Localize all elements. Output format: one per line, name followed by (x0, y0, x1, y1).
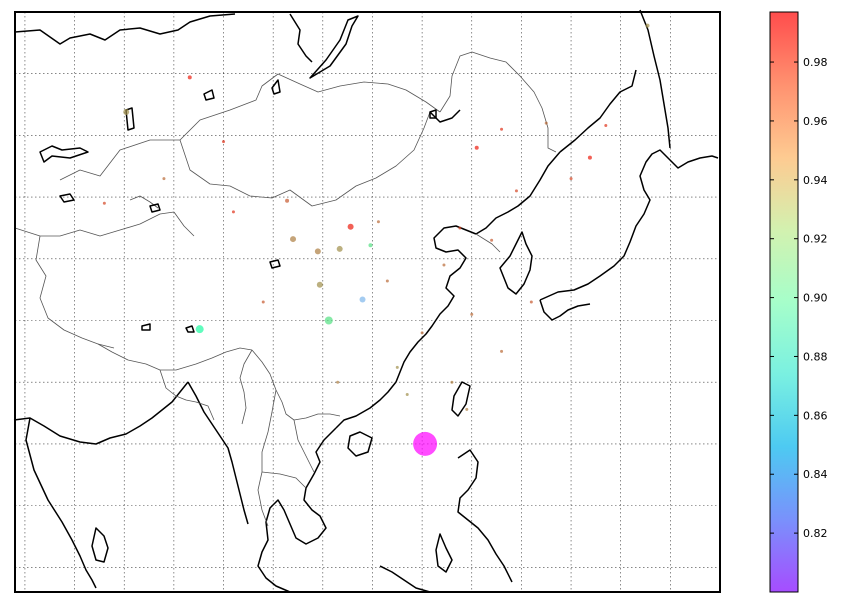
data-point (336, 245, 343, 252)
data-point (195, 325, 204, 334)
data-point (645, 23, 650, 28)
colorbar-tick-label: 0.92 (803, 233, 828, 246)
colorbar-frame (769, 11, 799, 593)
colorbar-tick-label: 0.94 (803, 174, 828, 187)
colorbar-tick-label: 0.82 (803, 527, 828, 540)
colorbar-tick-label: 0.84 (803, 468, 828, 481)
colorbar-gradient (770, 12, 798, 592)
data-point (123, 108, 130, 115)
data-point (395, 365, 399, 369)
colorbar-tick-label: 0.90 (803, 292, 828, 305)
colorbar-tick-label: 0.96 (803, 115, 828, 128)
data-point (231, 210, 235, 214)
data-point (544, 121, 548, 125)
data-point (376, 220, 380, 224)
data-point (187, 75, 192, 80)
data-point (368, 243, 373, 248)
data-point (442, 263, 446, 267)
data-point (420, 331, 424, 335)
data-point (314, 248, 321, 255)
colorbar-tick-label: 0.86 (803, 409, 828, 422)
data-point (458, 226, 462, 230)
data-point (359, 296, 366, 303)
data-point (290, 236, 297, 243)
data-point (347, 223, 354, 230)
lakes (39, 79, 437, 333)
data-point (413, 431, 438, 456)
data-point (316, 281, 323, 288)
data-point (336, 380, 340, 384)
data-point (500, 127, 504, 131)
graticule (15, 12, 720, 592)
data-point (514, 189, 518, 193)
data-point (261, 300, 265, 304)
data-point (450, 380, 454, 384)
map-area (13, 9, 721, 593)
data-point (162, 177, 166, 181)
data-point (222, 140, 226, 144)
data-points (102, 23, 650, 456)
data-point (285, 198, 290, 203)
country-borders (14, 51, 557, 527)
colorbar-tick-label: 0.98 (803, 56, 828, 69)
data-point (569, 177, 573, 181)
colorbar-ticks: 0.82 0.84 0.86 0.88 0.90 0.92 0.94 0.96 0.98 (770, 56, 828, 540)
data-point (604, 124, 608, 128)
data-point (474, 145, 479, 150)
colorbar-tick-label: 0.88 (803, 350, 828, 363)
data-point (587, 155, 592, 160)
map-frame (14, 11, 721, 593)
data-point (385, 279, 389, 283)
data-point (529, 300, 533, 304)
data-point (465, 407, 469, 411)
data-point (470, 312, 474, 316)
data-point (500, 349, 504, 353)
data-point (324, 316, 333, 325)
coastlines (13, 9, 719, 593)
data-point (405, 393, 409, 397)
data-point (490, 238, 494, 242)
data-point (102, 201, 106, 205)
